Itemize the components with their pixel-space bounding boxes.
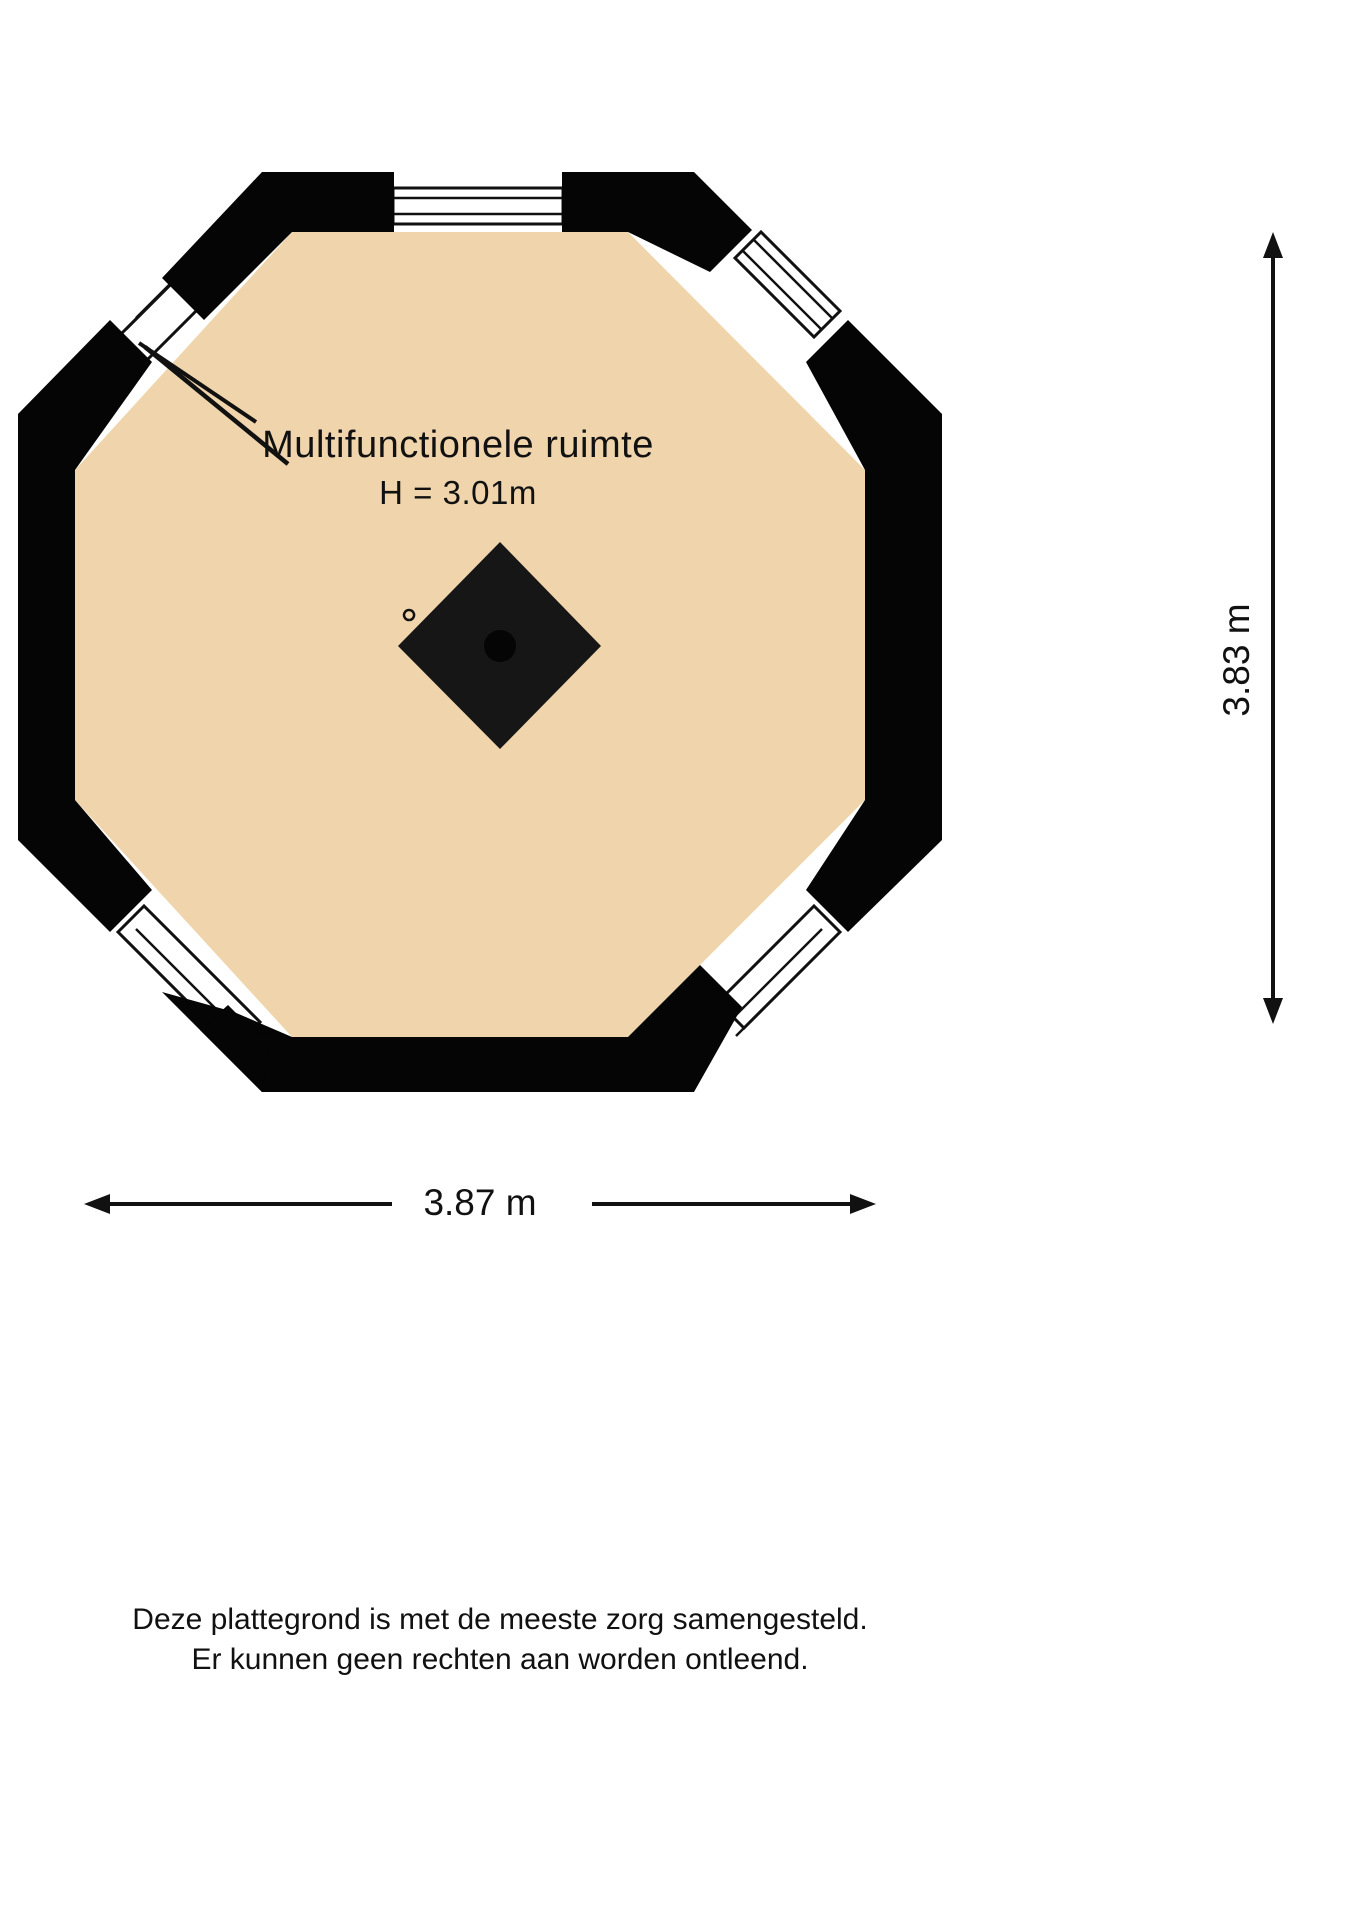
door-swing-top-left — [137, 341, 290, 466]
wall-top-right — [562, 172, 752, 272]
wall-right-upper — [806, 320, 942, 545]
wall-bottom — [255, 965, 742, 1092]
window-top — [391, 186, 565, 226]
wall-top-left — [162, 172, 394, 320]
dimension-height-label: 3.83 m — [1216, 603, 1257, 717]
center-column — [398, 542, 601, 749]
wall-right-lower — [806, 545, 942, 932]
disclaimer-line-1: Deze plattegrond is met de meeste zorg s… — [132, 1603, 868, 1636]
room-height-label: H = 3.01m — [379, 474, 537, 511]
disclaimer-line-2: Er kunnen geen rechten aan worden ontlee… — [191, 1643, 809, 1676]
wall-left-upper — [18, 320, 152, 545]
wall-corner-bottom-left — [200, 1005, 270, 1092]
room-name-label: Multifunctionele ruimte — [262, 424, 654, 466]
wall-left-lower — [18, 545, 152, 932]
window-top-right — [732, 229, 843, 340]
dimension-arrow-horizontal — [84, 1180, 876, 1228]
dimension-width-label: 3.87 m — [423, 1182, 537, 1223]
dimension-arrow-vertical — [1263, 232, 1283, 1024]
